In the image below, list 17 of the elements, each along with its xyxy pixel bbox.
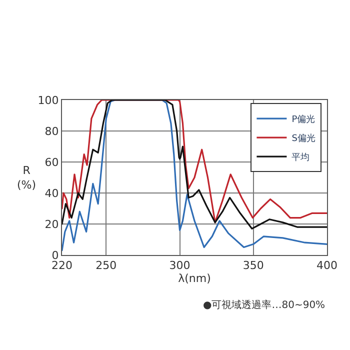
x-axis-title: λ(nm) [178,272,211,286]
y-tick-label: 80 [44,124,59,138]
x-tick-label: 250 [96,259,117,272]
y-axis-title: R (%) [17,164,36,192]
legend-label: S偏光 [292,133,316,144]
text: ●可視域透過率…80~90% [203,299,326,311]
legend-label: P偏光 [292,114,316,126]
x-tick-label: 350 [242,259,264,272]
y-tick-label: 100 [38,94,59,107]
legend-label: 平均 [292,152,310,164]
x-tick-label: 220 [52,259,72,272]
y-tick-label: 40 [44,186,59,200]
x-tick-label: 300 [169,259,190,272]
y-tick-label: 0 [52,248,59,262]
y-tick-label: 60 [44,156,59,169]
y-tick-label: 20 [44,218,59,231]
x-tick-label: 400 [316,259,338,272]
